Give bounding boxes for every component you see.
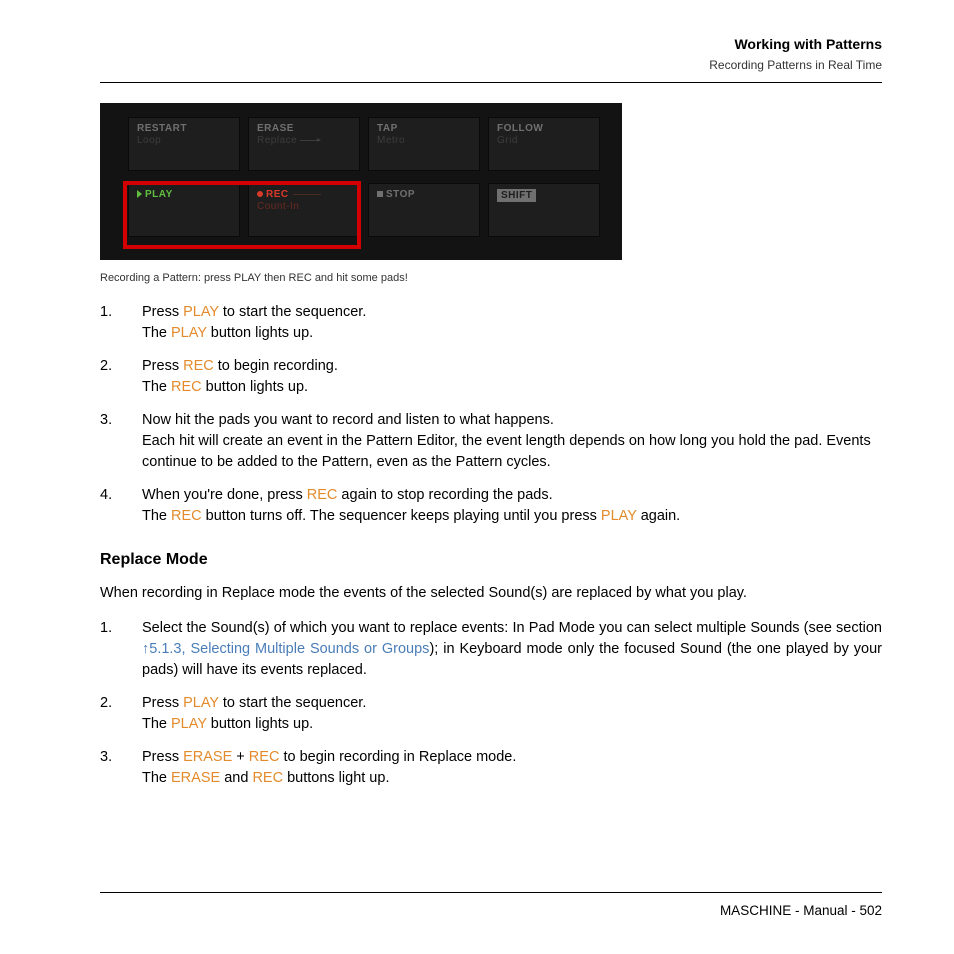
cross-reference-link[interactable]: 5.1.3, Selecting Multiple Sounds or Grou…: [149, 641, 429, 657]
button-sublabel: Grid: [497, 135, 591, 146]
button-label: REC: [257, 189, 351, 200]
image-caption: Recording a Pattern: press PLAY then REC…: [100, 272, 882, 284]
keyword: PLAY: [601, 508, 637, 524]
rec-button: REC Count-In: [248, 183, 360, 237]
button-label: PLAY: [137, 189, 231, 200]
keyword: REC: [252, 770, 283, 786]
arrow-icon: [300, 140, 320, 141]
keyword: REC: [171, 379, 202, 395]
header-subtitle: Recording Patterns in Real Time: [100, 58, 882, 72]
list-item: Now hit the pads you want to record and …: [100, 410, 882, 473]
restart-button: RESTART Loop: [128, 117, 240, 171]
steps-list-1: Press PLAY to start the sequencer. The P…: [100, 302, 882, 527]
footer-text: MASCHINE - Manual - 502: [100, 903, 882, 918]
keyword: PLAY: [183, 304, 219, 320]
list-item: Press ERASE + REC to begin recording in …: [100, 747, 882, 789]
list-item: Press PLAY to start the sequencer. The P…: [100, 302, 882, 344]
erase-button: ERASE Replace: [248, 117, 360, 171]
keyword: PLAY: [171, 716, 207, 732]
list-item: Select the Sound(s) of which you want to…: [100, 618, 882, 681]
keyword: PLAY: [183, 695, 219, 711]
button-sublabel: Count-In: [257, 201, 351, 212]
stop-icon: [377, 191, 383, 197]
button-label: SHIFT: [497, 189, 536, 202]
list-item: Press PLAY to start the sequencer. The P…: [100, 693, 882, 735]
page-footer: MASCHINE - Manual - 502: [100, 892, 882, 918]
button-label: TAP: [377, 123, 471, 134]
list-item: When you're done, press REC again to sto…: [100, 485, 882, 527]
keyword: PLAY: [171, 325, 207, 341]
follow-button: FOLLOW Grid: [488, 117, 600, 171]
keyword: REC: [171, 508, 202, 524]
keyword: REC: [249, 749, 280, 765]
button-label: FOLLOW: [497, 123, 591, 134]
keyword: REC: [307, 487, 338, 503]
stop-button: STOP: [368, 183, 480, 237]
button-sublabel: Metro: [377, 135, 471, 146]
keyword: ERASE: [171, 770, 220, 786]
controller-panel: RESTART Loop ERASE Replace TAP Metro FOL…: [100, 103, 622, 260]
play-button: PLAY: [128, 183, 240, 237]
header-title: Working with Patterns: [100, 36, 882, 52]
page-header: Working with Patterns Recording Patterns…: [100, 36, 882, 72]
header-rule: [100, 82, 882, 83]
keyword: REC: [183, 358, 214, 374]
button-sublabel: Replace: [257, 135, 351, 146]
shift-button: SHIFT: [488, 183, 600, 237]
play-icon: [137, 190, 142, 198]
keyword: ERASE: [183, 749, 232, 765]
button-label: RESTART: [137, 123, 231, 134]
tap-button: TAP Metro: [368, 117, 480, 171]
section-heading: Replace Mode: [100, 551, 882, 569]
list-item: Press REC to begin recording. The REC bu…: [100, 356, 882, 398]
button-label: STOP: [377, 189, 471, 200]
record-icon: [257, 191, 263, 197]
steps-list-2: Select the Sound(s) of which you want to…: [100, 618, 882, 789]
section-intro: When recording in Replace mode the event…: [100, 583, 882, 604]
line-icon: [293, 194, 321, 195]
footer-rule: [100, 892, 882, 893]
button-sublabel: Loop: [137, 135, 231, 146]
button-label: ERASE: [257, 123, 351, 134]
